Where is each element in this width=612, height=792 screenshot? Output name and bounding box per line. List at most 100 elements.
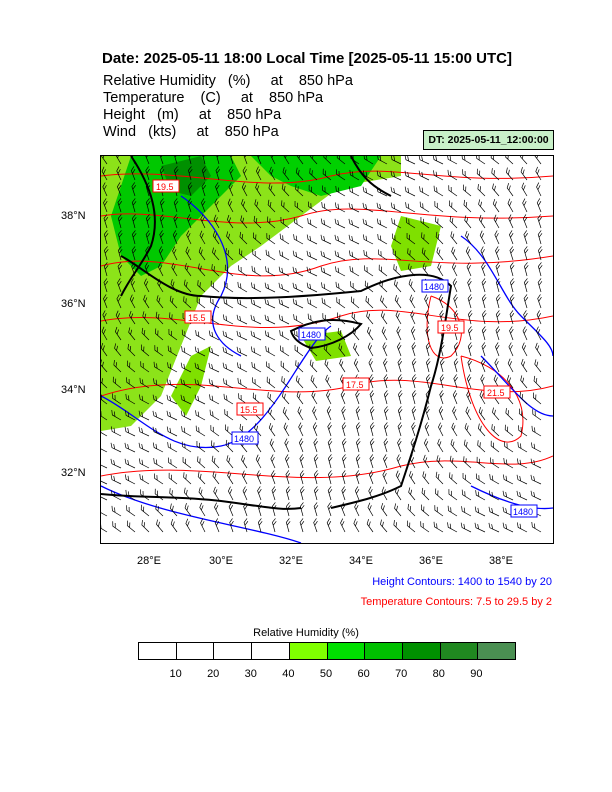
wind-barb bbox=[321, 202, 332, 213]
wind-barb bbox=[516, 458, 528, 469]
wind-barb bbox=[166, 426, 178, 437]
wind-barb bbox=[156, 295, 164, 309]
wind-barb bbox=[397, 374, 403, 389]
wind-barb bbox=[169, 312, 178, 325]
wind-barb bbox=[376, 202, 388, 213]
wind-barb bbox=[496, 294, 501, 309]
wind-barb bbox=[117, 278, 122, 293]
wind-barb bbox=[173, 166, 179, 181]
wind-barb bbox=[408, 487, 416, 501]
colorbar-title: Relative Humidity (%) bbox=[253, 627, 359, 639]
wind-barb bbox=[104, 246, 109, 261]
wind-barb bbox=[421, 247, 430, 261]
wind-barb bbox=[295, 375, 304, 389]
field-height: Height (m) at 850 hPa bbox=[103, 107, 282, 123]
wind-barb bbox=[292, 250, 304, 261]
wind-barb bbox=[267, 199, 276, 213]
wind-barb bbox=[495, 310, 501, 325]
wind-barb bbox=[125, 393, 136, 405]
wind-barb bbox=[252, 377, 262, 389]
wind-barb bbox=[243, 502, 248, 517]
wind-barb bbox=[309, 344, 318, 357]
wind-barb bbox=[349, 265, 360, 277]
wind-barb bbox=[426, 358, 431, 373]
wind-barb bbox=[334, 202, 346, 213]
wind-barb bbox=[118, 230, 123, 245]
wind-barb bbox=[523, 294, 529, 309]
wind-barb bbox=[353, 358, 360, 373]
wind-barb bbox=[292, 282, 304, 293]
wind-barb bbox=[476, 156, 486, 165]
wind-barb bbox=[506, 374, 514, 389]
wind-barb bbox=[439, 374, 445, 389]
wind-barb bbox=[222, 362, 234, 373]
field-rh: Relative Humidity (%) at 850 hPa bbox=[103, 73, 353, 89]
lon-label: 38°E bbox=[489, 555, 513, 567]
wind-barb bbox=[364, 265, 374, 277]
colorbar-swatch bbox=[365, 643, 403, 659]
wind-barb bbox=[126, 377, 136, 389]
wind-barb bbox=[257, 486, 262, 501]
wind-barb bbox=[464, 423, 472, 437]
wind-barb bbox=[282, 407, 290, 421]
temp-label: 21.5 bbox=[483, 385, 511, 399]
wind-barb bbox=[306, 234, 318, 245]
wind-barb bbox=[465, 246, 472, 261]
wind-barb bbox=[212, 230, 220, 245]
wind-barb bbox=[308, 184, 318, 197]
temp-label: 19.5 bbox=[152, 179, 180, 193]
wind-barb bbox=[517, 441, 528, 453]
wind-barb bbox=[208, 346, 220, 357]
wind-barb bbox=[477, 440, 486, 453]
wind-barb bbox=[101, 521, 108, 533]
wind-barb bbox=[198, 247, 206, 261]
wind-barb bbox=[376, 170, 388, 181]
colorbar-label: 50 bbox=[319, 668, 333, 680]
wind-barb bbox=[143, 278, 150, 293]
lon-label: 36°E bbox=[419, 555, 443, 567]
wind-barb bbox=[519, 391, 528, 405]
wind-barb bbox=[339, 358, 346, 373]
wind-barb bbox=[322, 185, 332, 197]
wind-barb bbox=[200, 214, 206, 229]
wind-barb bbox=[341, 406, 346, 421]
wind-barb bbox=[168, 472, 178, 485]
wind-barb bbox=[363, 249, 374, 261]
wind-barb bbox=[334, 234, 346, 245]
wind-barb bbox=[322, 168, 332, 181]
wind-barb bbox=[215, 182, 220, 197]
wind-barb bbox=[438, 294, 444, 309]
wind-barb bbox=[131, 182, 136, 197]
colorbar-swatch bbox=[402, 643, 441, 659]
wind-barb bbox=[251, 361, 262, 373]
wind-barb bbox=[448, 185, 458, 197]
wind-barb bbox=[404, 156, 416, 165]
wind-barb bbox=[117, 198, 123, 213]
wind-barb bbox=[411, 358, 417, 373]
colorbar bbox=[138, 642, 516, 660]
wind-barb bbox=[492, 183, 500, 197]
wind-barb bbox=[194, 394, 206, 405]
wind-barb bbox=[418, 170, 430, 181]
wind-barb bbox=[280, 360, 290, 373]
wind-barb bbox=[353, 342, 360, 357]
wind-barb bbox=[412, 374, 417, 389]
wind-barb bbox=[523, 310, 528, 325]
wind-barb bbox=[327, 422, 332, 437]
wind-barb bbox=[253, 215, 262, 229]
wind-barb bbox=[153, 378, 164, 389]
wind-barb bbox=[124, 426, 136, 437]
wind-barb bbox=[421, 232, 430, 245]
wind-barb bbox=[181, 441, 192, 453]
wind-barb bbox=[131, 198, 137, 213]
wind-barb bbox=[508, 214, 514, 229]
wind-barb bbox=[505, 408, 514, 421]
wind-barb bbox=[448, 489, 458, 501]
wind-barb bbox=[320, 250, 332, 261]
wind-barb bbox=[278, 298, 290, 309]
wind-barb bbox=[509, 310, 515, 325]
wind-barb bbox=[279, 345, 290, 357]
wind-barb bbox=[130, 166, 136, 181]
wind-barb bbox=[101, 376, 108, 389]
wind-barb bbox=[340, 518, 346, 533]
